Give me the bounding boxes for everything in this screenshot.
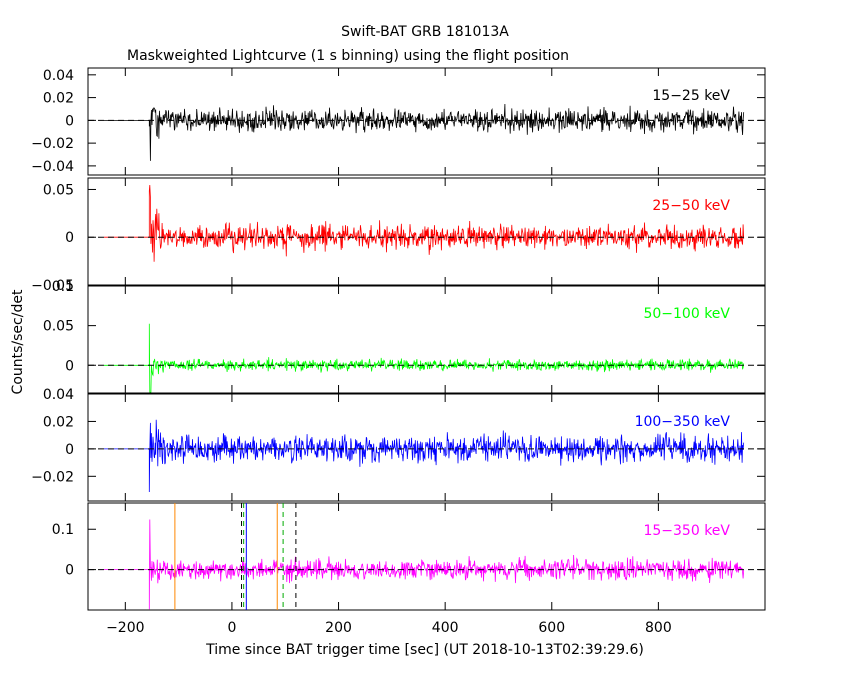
x-axis-ticks: −200 0 200 400 600 800	[106, 620, 672, 636]
lightcurve-trace-1	[104, 184, 745, 262]
x-tick-label-3: 400	[432, 620, 459, 636]
y-tick-label-2-1: 0.05	[43, 319, 74, 335]
chart-title: Swift-BAT GRB 181013A	[341, 24, 509, 40]
x-tick-label-1: 0	[227, 620, 236, 636]
x-tick-label-2: 200	[325, 620, 352, 636]
band-label-0: 15−25 keV	[652, 88, 730, 104]
y-tick-label-0-0: 0.04	[43, 68, 74, 84]
panel-frame-1	[87, 177, 766, 286]
y-tick-label-0-1: 0.02	[43, 91, 74, 107]
panels: 0.04 0.02 0 −0.02 −0.04 15−25 keV 0.05 0 −0.05 25…	[31, 67, 766, 611]
y-tick-label-0-3: −0.02	[31, 136, 74, 152]
y-tick-label-0-4: −0.04	[31, 159, 74, 175]
band-label-1: 25−50 keV	[652, 198, 730, 214]
panel-1: 0.05 0 −0.05 25−50 keV	[31, 177, 766, 294]
panel-3: 0.04 0.02 0 −0.02 100−350 keV	[31, 387, 766, 502]
band-label-4: 15−350 keV	[643, 523, 730, 539]
panel-frame-4	[87, 502, 766, 611]
y-tick-label-3-2: 0	[65, 442, 74, 458]
y-tick-label-3-0: 0.04	[43, 387, 74, 403]
chart-subtitle: Maskweighted Lightcurve (1 s binning) us…	[127, 48, 569, 64]
lightcurve-trace-3	[104, 419, 745, 493]
panel-frame-2	[87, 285, 766, 394]
y-tick-label-2-2: 0	[65, 358, 74, 374]
panel-0: 0.04 0.02 0 −0.02 −0.04 15−25 keV	[31, 67, 766, 176]
lightcurve-trace-2	[104, 323, 745, 393]
y-tick-label-1-1: 0	[65, 230, 74, 246]
band-label-3: 100−350 keV	[635, 414, 731, 430]
panel-4: 0.1 0 15−350 keV	[52, 502, 766, 611]
y-tick-label-3-3: −0.02	[31, 469, 74, 485]
x-tick-label-0: −200	[106, 620, 144, 636]
y-tick-label-0-2: 0	[65, 113, 74, 129]
y-tick-label-1-0: 0.05	[43, 182, 74, 198]
y-tick-label-3-1: 0.02	[43, 414, 74, 430]
y-tick-label-4-0: 0.1	[52, 522, 74, 538]
y-axis-label: Counts/sec/det	[10, 289, 26, 394]
lightcurve-trace-4	[104, 519, 745, 610]
panel-frame-3	[87, 393, 766, 502]
band-label-2: 50−100 keV	[643, 306, 730, 322]
x-axis-label: Time since BAT trigger time [sec] (UT 20…	[205, 642, 644, 658]
panel-frame-0	[87, 67, 766, 176]
x-tick-label-5: 800	[645, 620, 672, 636]
x-tick-label-4: 600	[538, 620, 565, 636]
y-tick-label-2-0: 0.1	[52, 279, 74, 295]
y-tick-label-4-1: 0	[65, 563, 74, 579]
y-tick-label-1-2: −0.05	[31, 278, 74, 294]
lightcurve-trace-0	[104, 103, 745, 161]
panel-2: 0.1 0.05 0 50−100 keV	[43, 279, 766, 394]
